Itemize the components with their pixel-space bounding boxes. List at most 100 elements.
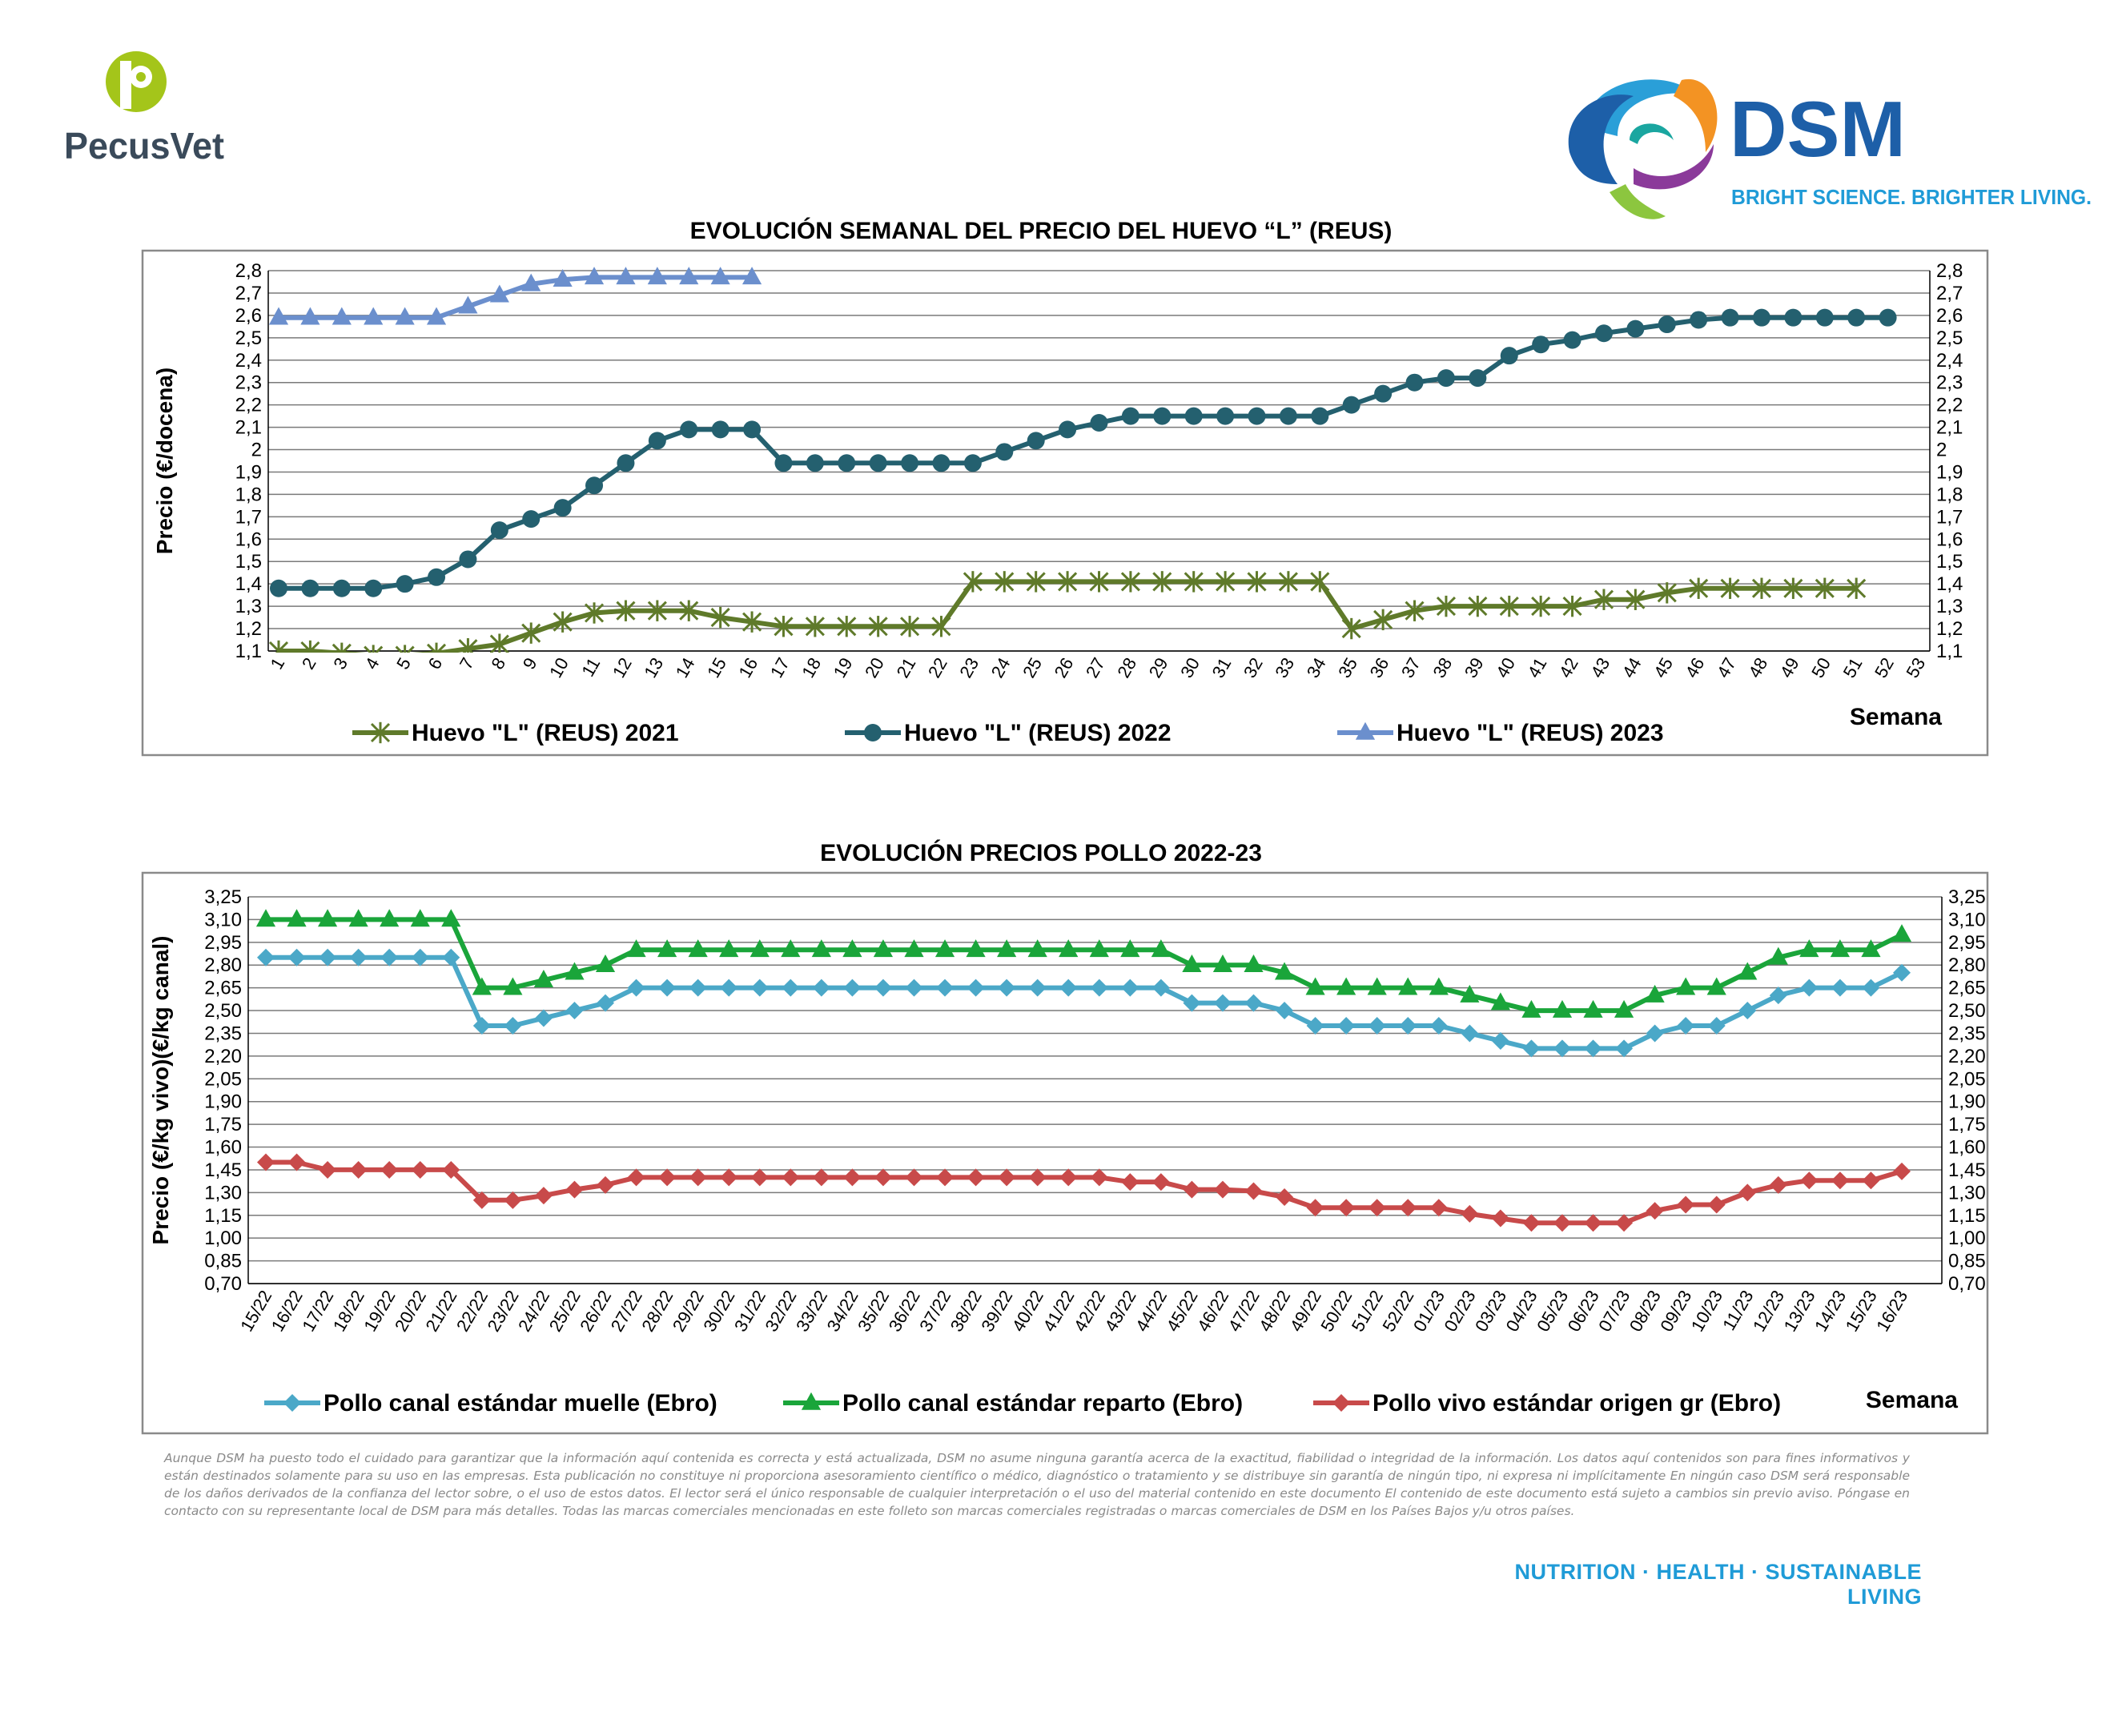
c2-data-point [533,969,554,987]
c2-y-tick-label-left: 0,70 [204,1273,242,1295]
c1-data-point [1405,600,1425,621]
c2-data-point [257,948,275,966]
c1-data-point [332,579,351,597]
c1-data-point [553,268,573,287]
c1-y-tick-label-right: 1,6 [1936,528,1963,550]
c2-data-point [1398,977,1418,995]
c2-data-point [967,979,985,997]
c1-data-point [710,606,730,629]
c2-data-point [442,1160,460,1179]
c2-y-tick-label-left: 1,30 [204,1182,242,1204]
c2-data-point [1151,979,1170,997]
c2-data-point [1706,977,1726,995]
c2-data-point [1276,1188,1294,1207]
c1-x-tick-label: 22 [924,654,951,681]
c1-data-point [680,420,698,439]
c1-data-point [1847,308,1866,327]
c2-data-point [1893,963,1911,982]
c1-data-point [553,611,573,633]
c2-data-point [1121,1173,1139,1191]
c2-data-point [781,939,801,958]
c1-x-tick-label: 53 [1902,654,1929,681]
c1-data-point [710,267,730,285]
c1-data-point [1373,609,1393,631]
c1-data-point [1751,577,1772,599]
c2-data-point [565,1002,584,1020]
c1-data-point [1563,331,1581,349]
c1-legend-marker [864,724,882,741]
c2-data-point [1244,1182,1263,1200]
c1-y-tick-label-right: 2,7 [1936,283,1963,304]
c2-data-point [319,948,337,966]
c1-data-point [1248,407,1266,425]
c1-x-tick-label: 2 [298,654,320,673]
c1-data-point [489,284,509,303]
c1-data-point [1752,308,1770,327]
c2-x-tick-label: 01/23 [1409,1287,1449,1335]
c2-x-tick-label: 05/23 [1533,1287,1572,1335]
c1-y-tick-label-right: 2,5 [1936,328,1963,349]
dsm-swirl-icon [1568,78,1718,219]
c2-data-point [1800,1171,1819,1190]
c1-data-point [522,510,541,528]
c1-y-tick-label-right: 1,1 [1936,641,1963,662]
c2-y-tick-label-right: 1,90 [1948,1091,1986,1113]
c2-y-tick-label-left: 2,95 [204,932,242,954]
c2-legend-label: Pollo canal estándar muelle (Ebro) [324,1390,717,1417]
c1-data-point [584,267,605,285]
c2-x-tick-label: 31/22 [730,1287,770,1335]
c2-x-tick-label: 40/22 [1008,1287,1047,1335]
c2-data-point [658,979,677,997]
c2-data-point [1121,979,1139,997]
c2-x-tick-label: 44/22 [1131,1287,1171,1335]
c2-data-point [1336,977,1356,995]
c2-data-point [1213,994,1232,1012]
c1-data-point [1469,369,1487,388]
c2-data-point [287,909,307,927]
c1-data-point [1658,315,1676,334]
c2-data-point [1460,984,1480,1003]
c1-data-point [1278,571,1298,593]
c1-data-point [648,432,666,450]
c1-x-tick-label: 29 [1145,654,1172,681]
c2-data-point [627,979,645,997]
c2-x-tick-label: 16/22 [267,1287,307,1335]
c1-data-point [395,645,415,653]
c2-data-point [1645,984,1665,1003]
c2-data-point [1614,999,1634,1018]
c1-x-tick-label: 50 [1807,654,1835,681]
c1-series-3 [268,267,762,325]
pecusvet-wordmark: PecusVet [64,125,224,167]
c2-data-point [936,1168,955,1187]
c2-y-tick-label-left: 1,75 [204,1114,242,1135]
c2-x-tick-label: 32/22 [761,1287,800,1335]
c1-series-2 [270,308,1897,597]
c1-y-tick-label-left: 2,7 [235,283,262,304]
c1-data-point [1847,577,1867,599]
c2-data-point [843,979,862,997]
c1-data-point [1059,420,1077,439]
c2-data-point [720,1168,738,1187]
c2-x-tick-label: 51/22 [1348,1287,1387,1335]
pecusvet-mark-icon [106,51,167,112]
c1-data-point [1216,571,1236,593]
c2-data-point [1090,1168,1108,1187]
c2-y-tick-label-right: 2,50 [1948,1000,1986,1022]
c2-data-point [904,939,924,958]
c1-y-tick-label-left: 1,5 [235,551,262,573]
c1-data-point [1405,373,1424,392]
c1-y-tick-label-right: 1,7 [1936,506,1963,528]
c1-x-tick-label: 52 [1871,654,1898,681]
c1-data-point [743,420,762,439]
c2-x-tick-label: 45/22 [1163,1287,1202,1335]
c2-y-tick-label-right: 0,85 [1948,1251,1986,1272]
c2-y-tick-label-left: 1,45 [204,1159,242,1181]
c1-data-point [1152,571,1172,593]
c2-data-point [1522,1039,1541,1058]
c1-x-tick-label: 15 [703,654,730,681]
c1-y-tick-label-left: 2,1 [235,417,262,439]
c2-data-point [626,939,646,958]
c1-x-tick-label: 44 [1618,654,1646,681]
c2-data-point [1306,1017,1324,1035]
c1-data-point [616,600,636,621]
